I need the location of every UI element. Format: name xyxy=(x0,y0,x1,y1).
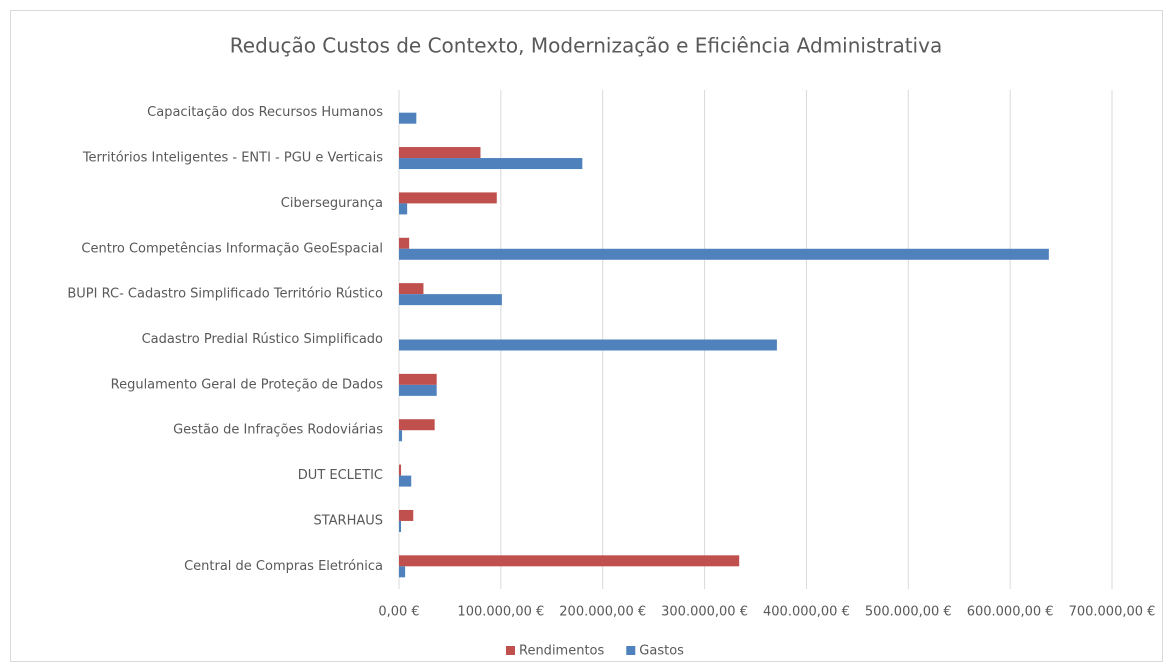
bar xyxy=(399,339,777,351)
bar xyxy=(399,419,435,431)
legend-swatch xyxy=(506,646,515,655)
bar xyxy=(399,192,497,204)
bar xyxy=(399,158,583,170)
chart-frame xyxy=(10,10,1163,662)
bar xyxy=(399,509,414,521)
x-tick-label: 300.000,00 € xyxy=(661,605,748,620)
y-tick-label: DUT ECLETIC xyxy=(298,468,383,483)
bar xyxy=(399,464,402,476)
x-tick-label: 500.000,00 € xyxy=(865,605,952,620)
bar xyxy=(399,147,481,159)
bar xyxy=(399,248,1049,260)
bar xyxy=(399,475,412,487)
x-tick-label: 200.000,00 € xyxy=(559,605,646,620)
bar xyxy=(399,520,402,532)
y-tick-label: Regulamento Geral de Proteção de Dados xyxy=(111,377,384,392)
bar xyxy=(399,430,403,442)
x-tick-label: 100.000,00 € xyxy=(457,605,544,620)
x-tick-label: 0,00 € xyxy=(378,605,419,620)
y-tick-label: Cibersegurança xyxy=(281,196,383,211)
bar xyxy=(399,283,424,295)
y-tick-label: Centro Competências Informação GeoEspaci… xyxy=(81,241,383,256)
legend-label: Gastos xyxy=(639,644,684,659)
y-tick-label: Territórios Inteligentes - ENTI - PGU e … xyxy=(82,151,383,166)
bar xyxy=(399,294,502,306)
bar xyxy=(399,237,410,249)
y-tick-label: Capacitação dos Recursos Humanos xyxy=(147,105,383,120)
bar xyxy=(399,203,408,215)
legend-swatch xyxy=(626,646,636,655)
x-tick-label: 700.000,00 € xyxy=(1069,605,1156,620)
x-tick-label: 600.000,00 € xyxy=(967,605,1054,620)
bar xyxy=(399,384,437,396)
bar xyxy=(399,555,740,567)
y-tick-label: Cadastro Predial Rústico Simplificado xyxy=(142,332,383,347)
legend-label: Rendimentos xyxy=(519,644,605,659)
y-tick-label: BUPI RC- Cadastro Simplificado Territóri… xyxy=(67,287,383,302)
bar xyxy=(399,566,406,578)
bar xyxy=(399,112,417,124)
chart-title: Redução Custos de Contexto, Modernização… xyxy=(230,34,942,58)
y-tick-label: STARHAUS xyxy=(313,513,383,528)
y-tick-label: Central de Compras Eletrónica xyxy=(184,559,383,574)
bar xyxy=(399,373,437,385)
y-tick-label: Gestão de Infrações Rodoviárias xyxy=(173,423,383,438)
x-tick-label: 400.000,00 € xyxy=(763,605,850,620)
